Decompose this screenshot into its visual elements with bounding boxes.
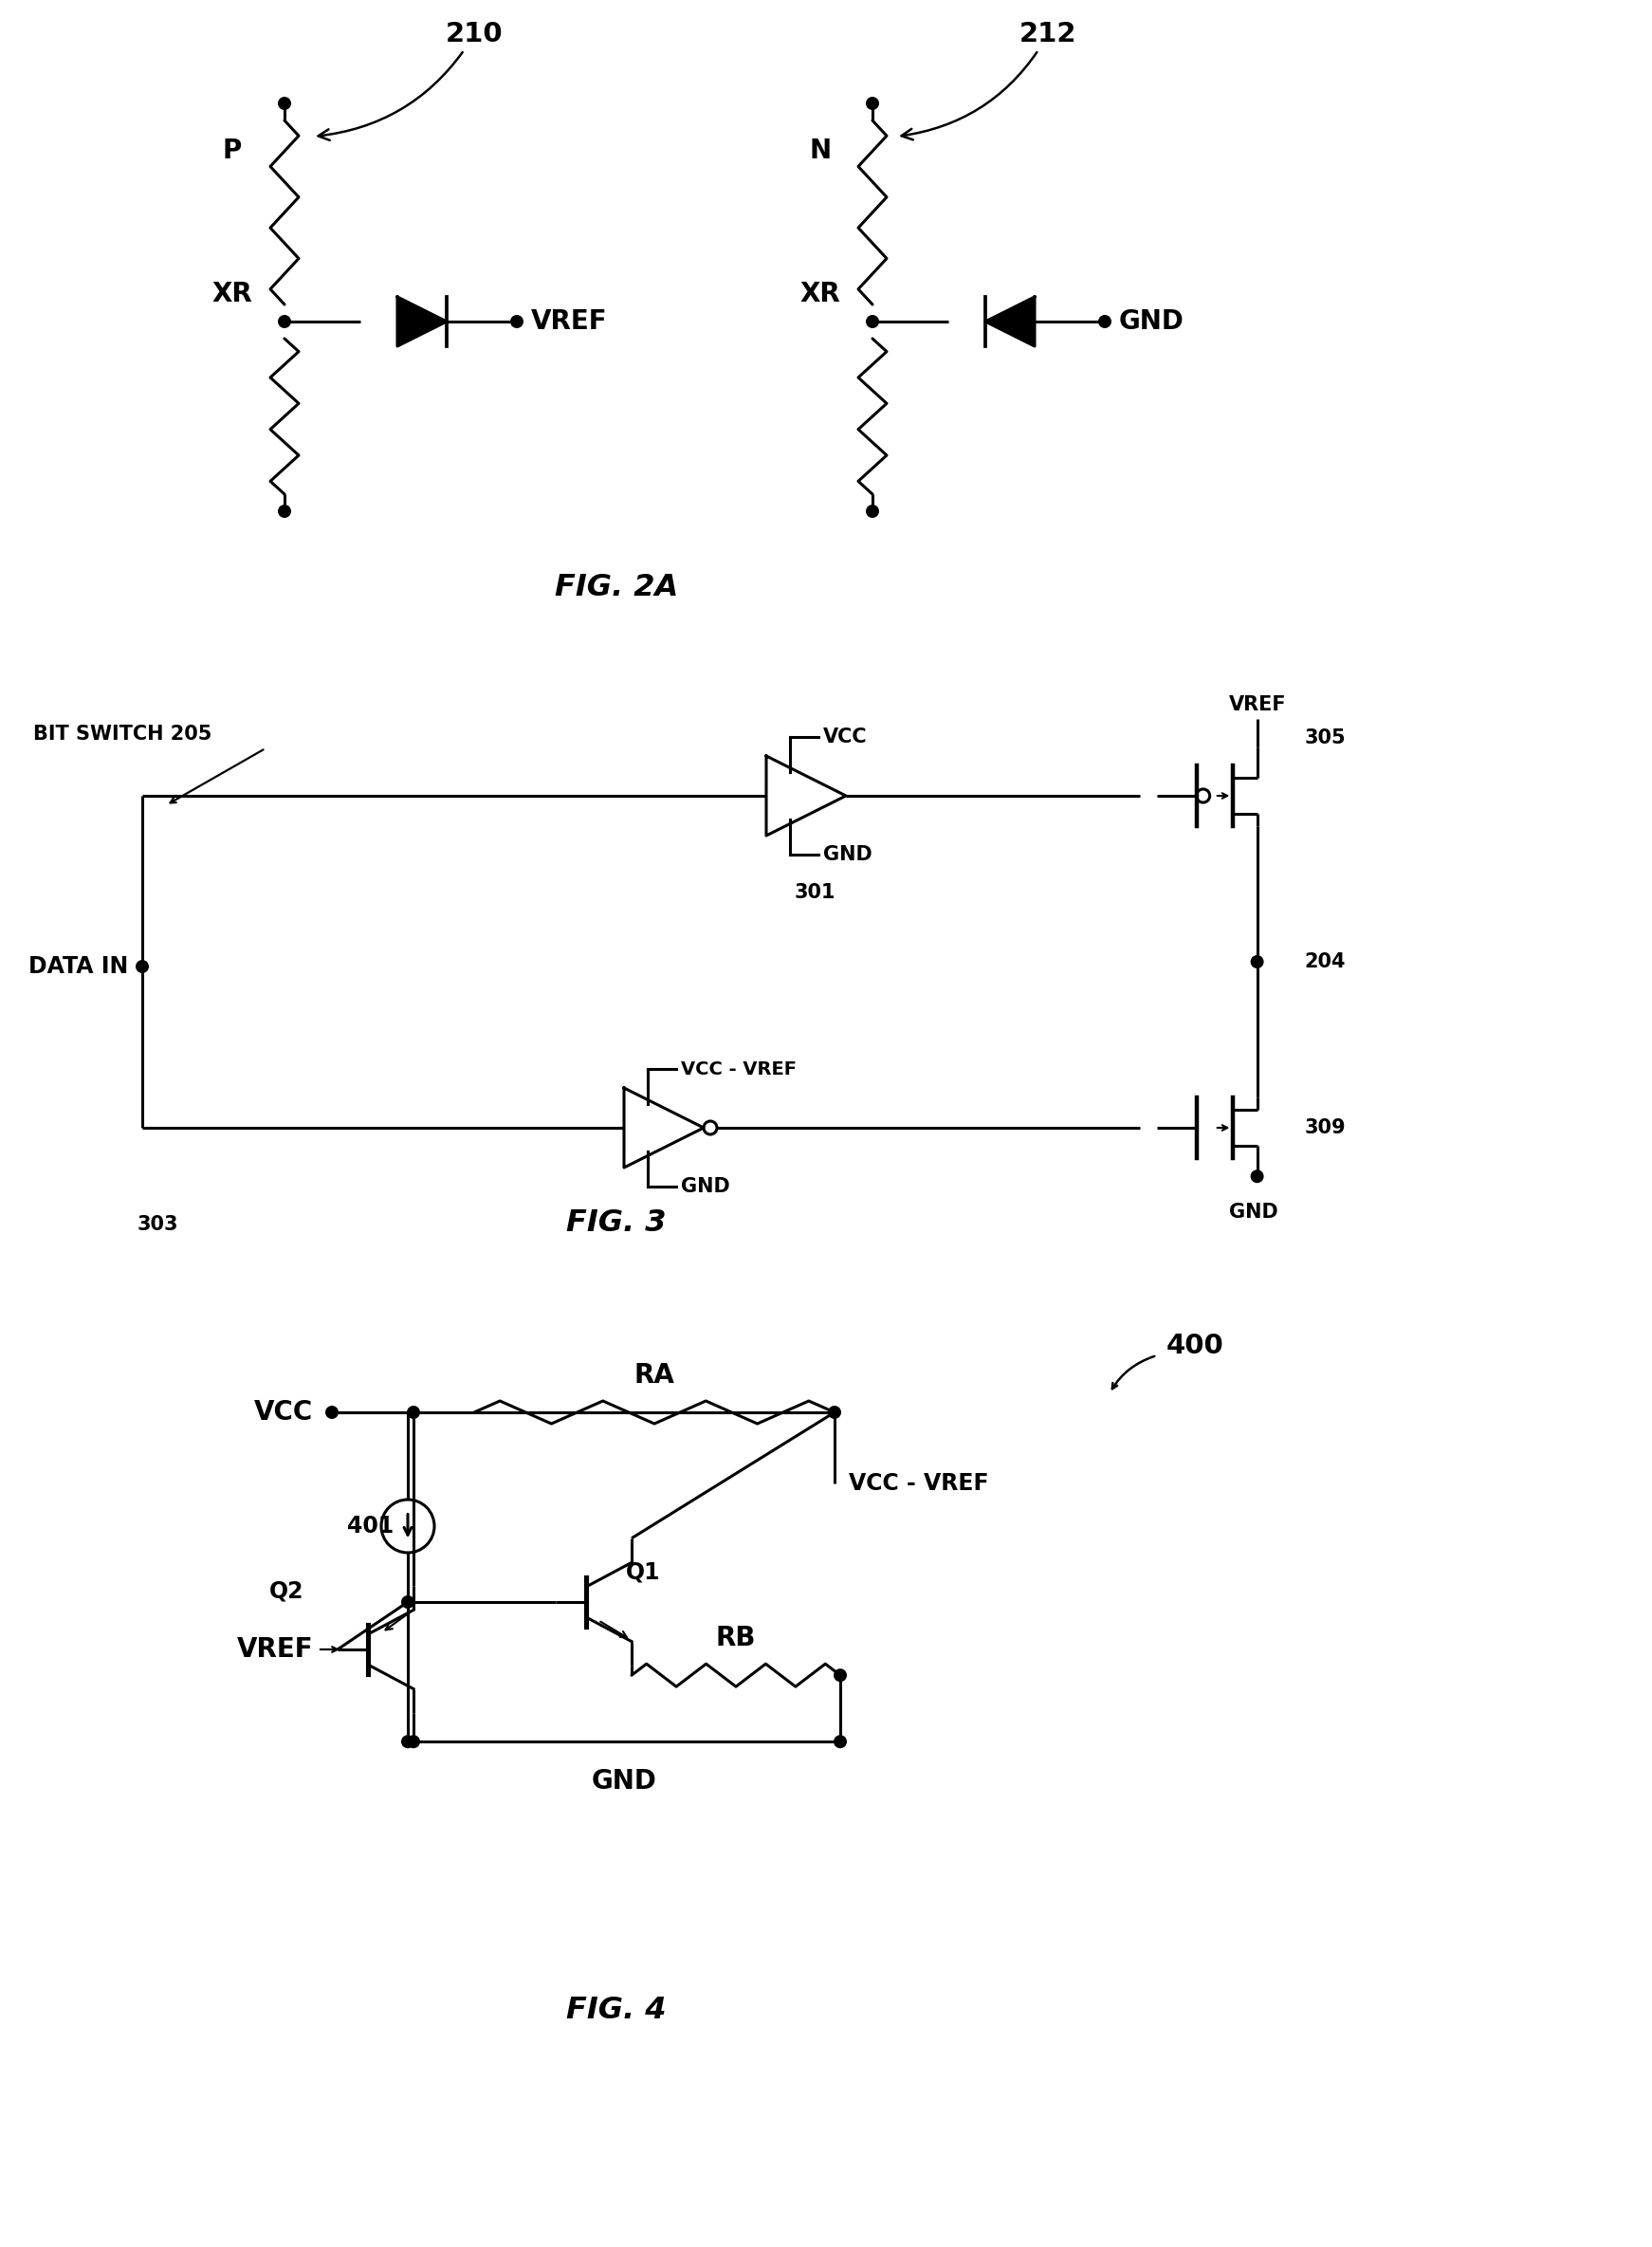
Text: 400: 400 [1166, 1332, 1224, 1359]
Text: RB: RB [715, 1625, 757, 1652]
Circle shape [866, 97, 879, 110]
Text: Q2: Q2 [269, 1580, 304, 1602]
Text: RA: RA [634, 1362, 674, 1389]
Text: 305: 305 [1305, 728, 1346, 748]
Text: 309: 309 [1305, 1119, 1346, 1137]
Circle shape [1251, 955, 1264, 968]
Text: FIG. 2A: FIG. 2A [555, 573, 679, 602]
Circle shape [510, 315, 524, 328]
Text: VCC: VCC [823, 728, 867, 746]
Circle shape [325, 1407, 339, 1418]
Text: GND: GND [681, 1177, 730, 1195]
Text: 212: 212 [902, 20, 1077, 139]
Text: GND: GND [591, 1768, 656, 1795]
Circle shape [135, 959, 149, 973]
Text: 303: 303 [137, 1216, 178, 1234]
Circle shape [828, 1407, 841, 1418]
Text: GND: GND [1229, 1202, 1277, 1222]
Circle shape [866, 315, 879, 328]
Text: 204: 204 [1305, 953, 1346, 971]
Text: DATA IN: DATA IN [28, 955, 127, 977]
Circle shape [406, 1407, 420, 1418]
Text: BIT SWITCH 205: BIT SWITCH 205 [33, 724, 211, 744]
Text: VREF: VREF [1229, 694, 1287, 715]
Text: VCC - VREF: VCC - VREF [849, 1472, 990, 1494]
Text: 401: 401 [347, 1514, 393, 1537]
Text: VCC - VREF: VCC - VREF [681, 1061, 796, 1079]
Circle shape [1251, 1171, 1264, 1182]
Circle shape [834, 1735, 847, 1748]
Text: 301: 301 [795, 883, 836, 901]
Text: N: N [809, 137, 831, 164]
Text: XR: XR [800, 281, 841, 308]
Circle shape [406, 1735, 420, 1748]
Text: 210: 210 [319, 20, 504, 139]
Polygon shape [985, 297, 1034, 346]
Circle shape [401, 1735, 415, 1748]
Text: XR: XR [211, 281, 253, 308]
Text: GND: GND [1118, 308, 1184, 335]
Text: VCC: VCC [254, 1400, 312, 1425]
Polygon shape [398, 297, 446, 346]
Circle shape [834, 1670, 847, 1683]
Circle shape [278, 506, 291, 517]
Circle shape [1099, 315, 1112, 328]
Circle shape [278, 97, 291, 110]
Circle shape [401, 1595, 415, 1609]
Text: FIG. 3: FIG. 3 [567, 1209, 666, 1238]
Text: VREF: VREF [530, 308, 608, 335]
Circle shape [278, 315, 291, 328]
Text: FIG. 4: FIG. 4 [567, 1995, 666, 2025]
Text: GND: GND [823, 845, 872, 865]
Circle shape [866, 506, 879, 517]
Text: Q1: Q1 [626, 1559, 661, 1584]
Text: P: P [223, 137, 241, 164]
Text: VREF: VREF [236, 1636, 312, 1663]
